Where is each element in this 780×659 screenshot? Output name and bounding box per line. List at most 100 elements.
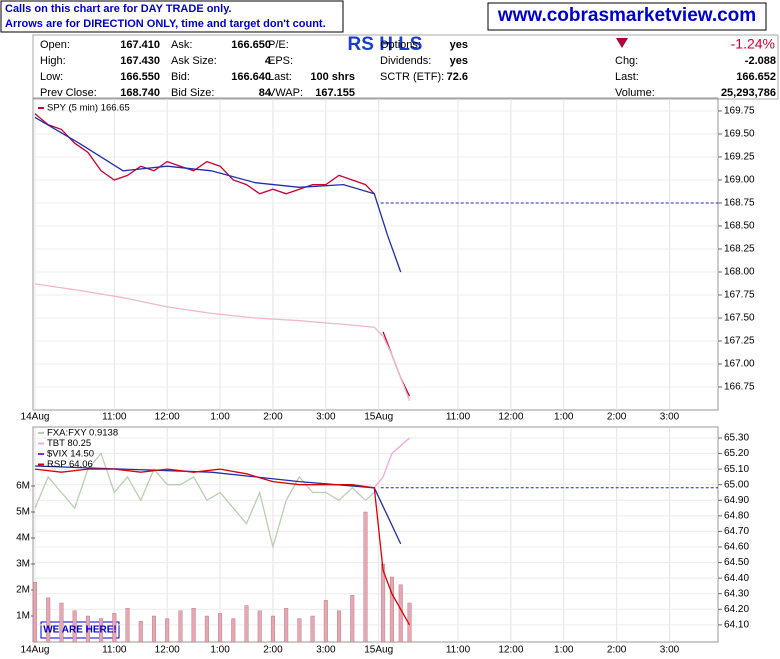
y2-tick-label: 2M [16,585,30,596]
volume-bar [270,615,275,643]
x-tick-label: 11:00 [102,645,127,656]
y-tick-label: 64.20 [724,604,749,615]
quote-value: yes [450,55,468,67]
x-tick-label: 12:00 [498,645,523,656]
volume-bar [363,511,368,643]
y2-tick-label: 3M [16,559,30,570]
notice-line: Arrows are for DIRECTION ONLY, time and … [5,18,326,30]
y-tick-label: 168.00 [724,267,755,278]
volume-bar [398,584,403,643]
quote-frame [32,34,779,100]
y-tick-label: 64.90 [724,495,749,506]
y2-tick-label: 5M [16,507,30,518]
lower-panel [32,426,719,643]
signal-label: RS H LS [348,34,423,55]
x-tick-label: 1:00 [210,412,230,423]
y-tick-label: 169.75 [724,106,755,117]
x-tick-label: 15Aug [364,645,393,656]
y-tick-label: 169.25 [724,152,755,163]
quote-value: 166.652 [736,71,776,83]
y2-tick-label: 1M [16,611,30,622]
quote-value: 167.155 [315,87,355,99]
legend-label: SPY (5 min) 166.65 [47,103,130,114]
y-tick-label: 65.30 [724,433,749,444]
x-tick-label: 2:00 [607,645,627,656]
y-tick-label: 168.75 [724,198,755,209]
quote-label: Last: [615,71,639,83]
volume-bar [151,615,156,643]
quote-label: Prev Close: [40,87,97,99]
volume-bar [381,563,386,643]
volume-bar [99,618,104,643]
volume-bar [244,605,249,643]
x-tick-label: 3:00 [316,645,336,656]
quote-label: SCTR (ETF): [380,71,444,83]
quote-label: P/E: [268,39,289,51]
volume-bar [389,576,394,643]
quote-value: 167.430 [120,55,160,67]
x-tick-label: 12:00 [155,412,180,423]
x-tick-label: 1:00 [210,645,230,656]
volume-bar [46,597,51,643]
legend-label: $VIX 14.50 [47,449,94,460]
annotation: WE ARE HERE! [43,625,117,636]
volume-bar [138,620,143,643]
legend-label: RSP 64.06 [47,459,93,470]
y-tick-label: 65.10 [724,464,749,475]
volume-bar [85,615,90,643]
quote-value: 100 shrs [310,71,355,83]
quote-label: Bid: [171,71,190,83]
y2-tick-label: 4M [16,533,30,544]
y-tick-label: 64.30 [724,588,749,599]
volume-bar [178,610,183,643]
x-tick-label: 3:00 [660,645,680,656]
volume-bar [125,607,130,643]
y-tick-label: 64.40 [724,573,749,584]
volume-bar [218,613,223,643]
x-tick-label: 2:00 [263,645,283,656]
quote-value: 166.640 [231,71,271,83]
quote-label: EPS: [268,55,293,67]
quote-value: 84 [259,87,272,99]
volume-bar [297,618,302,643]
y-tick-label: 168.25 [724,244,755,255]
quote-value: 167.410 [120,39,160,51]
volume-bar [112,613,117,643]
series-line [34,116,402,273]
volume-bar [350,594,355,643]
series-line [34,283,411,402]
volume-bar [59,602,64,643]
quote-label: Ask Size: [171,55,217,67]
y2-tick-label: 6M [16,481,30,492]
change-pct: -1.24% [731,36,775,52]
volume-bar [33,581,38,643]
quote-value: 72.6 [447,71,468,83]
y-tick-label: 64.70 [724,526,749,537]
site-url: www.cobrasmarketview.com [497,5,756,26]
volume-bar [284,607,289,643]
volume-bar [231,618,236,643]
x-tick-label: 2:00 [263,412,283,423]
x-tick-label: 11:00 [102,412,127,423]
quote-label: Chg: [615,55,638,67]
x-tick-label: 3:00 [660,412,680,423]
y-tick-label: 166.75 [724,382,755,393]
y-tick-label: 168.50 [724,221,755,232]
volume-bar [204,615,209,643]
y-tick-label: 64.10 [724,620,749,631]
series-line [34,468,411,626]
x-tick-label: 3:00 [316,412,336,423]
site-box [487,2,767,31]
y-tick-label: 167.75 [724,290,755,301]
y-tick-label: 64.50 [724,557,749,568]
quote-label: Dividends: [380,55,431,67]
down-arrow [616,38,628,48]
volume-bar [310,615,315,643]
y-tick-label: 65.20 [724,448,749,459]
volume-bar [165,618,170,643]
y-tick-label: 65.00 [724,479,749,490]
quote-label: Ask: [171,39,192,51]
notice-line: Calls on this chart are for DAY TRADE on… [5,3,232,15]
